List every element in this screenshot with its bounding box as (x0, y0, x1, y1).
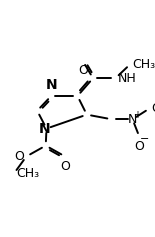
Text: N: N (38, 122, 50, 136)
Text: O: O (60, 160, 70, 173)
Text: O: O (15, 150, 24, 163)
Text: −: − (140, 134, 150, 144)
Text: O: O (151, 102, 155, 115)
Text: N: N (45, 78, 57, 92)
Text: CH₃: CH₃ (16, 167, 39, 180)
Text: O: O (78, 64, 88, 77)
Text: NH: NH (118, 72, 137, 85)
Text: CH₃: CH₃ (132, 58, 155, 71)
Text: N: N (128, 113, 137, 126)
Text: O: O (135, 140, 144, 153)
Text: +: + (133, 110, 141, 120)
